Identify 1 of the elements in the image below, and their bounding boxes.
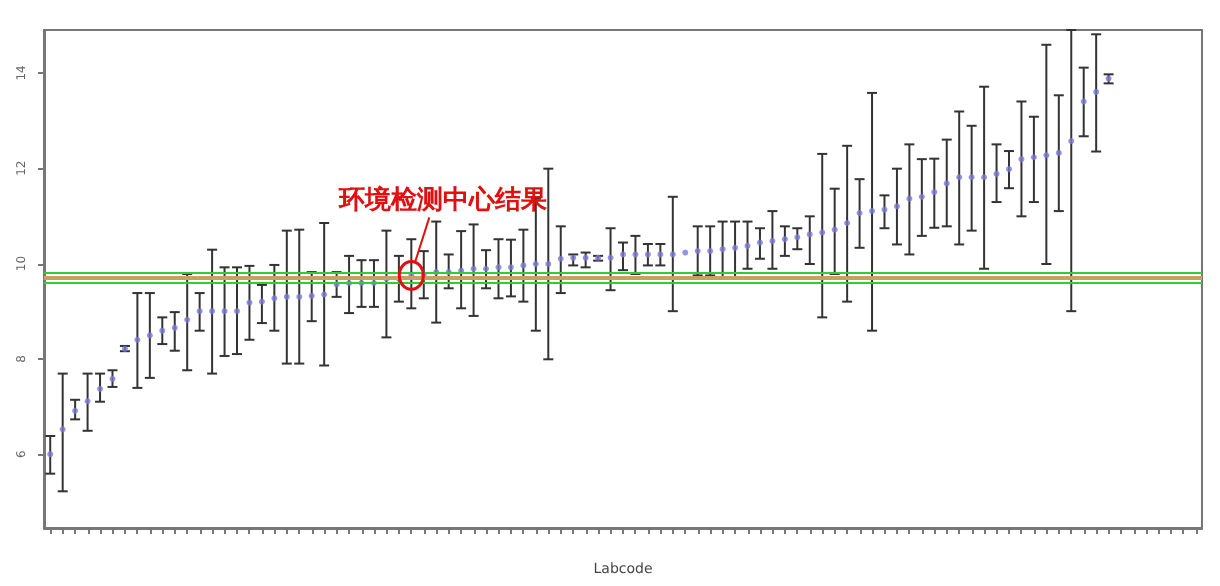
annotation: 环境检测中心结果 <box>339 183 548 218</box>
